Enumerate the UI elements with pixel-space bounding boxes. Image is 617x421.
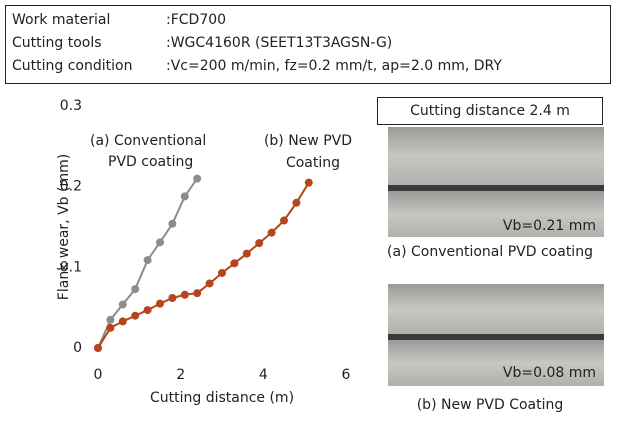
data-point <box>292 198 301 207</box>
data-point <box>180 192 189 201</box>
info-value: :Vc=200 m/min, fz=0.2 mm/t, ap=2.0 mm, D… <box>166 58 502 74</box>
data-point <box>180 290 189 299</box>
data-point <box>94 344 102 352</box>
data-point <box>106 323 115 332</box>
info-label: Cutting tools <box>12 35 102 51</box>
data-point <box>255 239 264 248</box>
y-tick-label: 0.2 <box>60 179 82 195</box>
y-tick-label: 0 <box>73 340 82 356</box>
data-point <box>131 285 140 294</box>
info-rows: Work material :FCD700 Cutting tools :WGC416… <box>12 12 502 74</box>
info-label: Cutting condition <box>12 58 132 74</box>
annotation: Coating <box>286 155 340 171</box>
info-value: :WGC4160R (SEET13T3AGSN-G) <box>166 35 392 51</box>
series-line <box>97 182 310 349</box>
data-point <box>156 238 164 247</box>
info-box <box>5 5 611 84</box>
data-point <box>218 268 226 277</box>
data-point <box>143 256 152 265</box>
data-point <box>168 293 177 302</box>
photo-b-caption: (b) New PVD Coating <box>417 397 564 413</box>
data-point <box>205 279 214 288</box>
x-tick-label: 6 <box>342 367 351 383</box>
annotation: PVD coating <box>108 154 193 170</box>
photo-header: Cutting distance 2.4 m <box>410 103 570 119</box>
data-point <box>106 315 115 324</box>
chart: 0 0.1 0.2 0.3 0 2 4 6 Cutting distance (m) Flank … <box>56 98 352 406</box>
data-point <box>143 306 152 315</box>
info-value: :FCD700 <box>166 12 226 28</box>
data-point <box>230 259 239 268</box>
photo-a-caption: (a) Conventional PVD coating <box>387 244 593 260</box>
photo-b-bottom <box>388 340 604 386</box>
y-axis-label: Flank wear, Vb (mm) <box>56 154 72 300</box>
x-tick-label: 4 <box>259 367 268 383</box>
x-axis-label: Cutting distance (m) <box>150 390 294 406</box>
photo-a-vb: Vb=0.21 mm <box>503 218 596 234</box>
data-point <box>131 311 140 320</box>
x-tick-label: 0 <box>94 367 103 383</box>
data-point <box>242 249 251 258</box>
x-tick-label: 2 <box>176 367 185 383</box>
photo-b-edge <box>388 334 604 340</box>
data-point <box>267 228 276 237</box>
data-point <box>280 216 288 225</box>
annotation: (b) New PVD <box>264 133 352 149</box>
data-point <box>118 300 127 309</box>
data-point <box>193 289 202 298</box>
y-tick-label: 0.3 <box>60 98 82 114</box>
photo-a-top <box>388 127 604 185</box>
annotation: (a) Conventional <box>90 133 206 149</box>
photo-header-box <box>377 97 603 125</box>
data-point <box>304 178 313 187</box>
photo-a-bottom <box>388 191 604 237</box>
data-point <box>168 219 177 228</box>
data-point <box>193 174 202 183</box>
data-point <box>118 317 127 326</box>
info-label: Work material <box>12 12 110 28</box>
y-tick-label: 0.1 <box>60 259 82 275</box>
data-point <box>156 299 164 308</box>
photo-b-top <box>388 284 604 334</box>
photo-b-vb: Vb=0.08 mm <box>503 365 596 381</box>
photo-a-edge <box>388 185 604 191</box>
